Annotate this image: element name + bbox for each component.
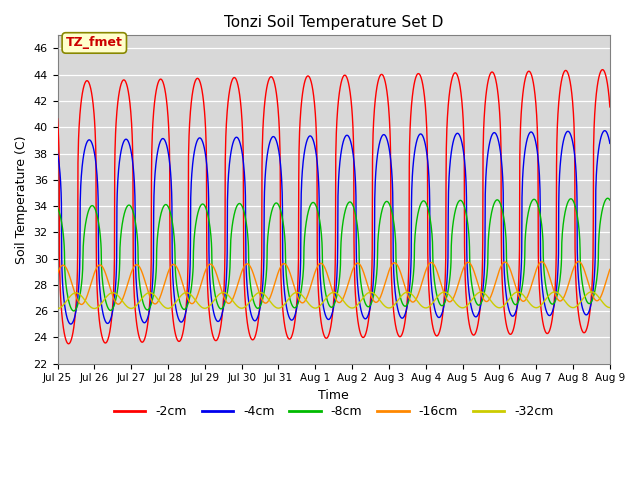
Y-axis label: Soil Temperature (C): Soil Temperature (C) <box>15 135 28 264</box>
Text: TZ_fmet: TZ_fmet <box>66 36 123 49</box>
X-axis label: Time: Time <box>318 389 349 402</box>
Legend: -2cm, -4cm, -8cm, -16cm, -32cm: -2cm, -4cm, -8cm, -16cm, -32cm <box>109 400 559 423</box>
Title: Tonzi Soil Temperature Set D: Tonzi Soil Temperature Set D <box>224 15 444 30</box>
